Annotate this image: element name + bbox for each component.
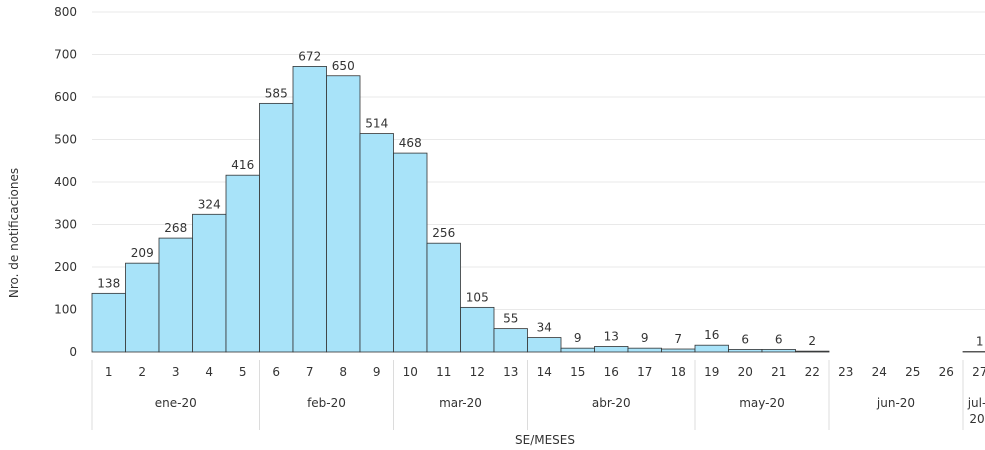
x-tick-label: 21 [771,365,786,379]
x-tick-label: 6 [272,365,280,379]
month-label: jul-20 [967,396,985,426]
bar [594,346,629,353]
data-label: 324 [198,197,221,211]
data-label: 105 [466,290,489,304]
x-tick-label: 11 [436,365,451,379]
bar [91,292,126,353]
bar [661,348,696,353]
x-tick-label: 16 [604,365,619,379]
data-label: 256 [432,226,455,240]
data-label: 9 [641,331,649,345]
x-tick-label: 10 [403,365,418,379]
data-label: 9 [574,331,582,345]
y-tick-label: 800 [54,5,77,19]
data-label: 7 [674,332,682,346]
x-tick-label: 19 [704,365,719,379]
y-axis-ticks: 0 100 200 300 400 500 600 700 800 [54,5,77,359]
x-tick-label: 14 [537,365,552,379]
y-axis-title: Nro. de notificaciones [7,168,21,298]
x-tick-label: 24 [872,365,887,379]
bar [359,133,394,353]
bar [627,347,662,353]
month-label: jun-20 [876,396,915,410]
bar [158,237,193,353]
y-tick-label: 500 [54,133,77,147]
data-label: 16 [704,328,719,342]
data-label: 672 [298,49,321,63]
bar [728,349,763,353]
bars: 1382092683244165856726505144682561055534… [91,49,985,353]
data-label: 416 [231,158,254,172]
data-label: 6 [775,332,783,346]
data-label: 13 [604,329,619,343]
x-tick-label: 20 [738,365,753,379]
x-tick-label: 8 [339,365,347,379]
data-label: 585 [265,86,288,100]
x-axis-month-groups: ene-20 feb-20 mar-20 abr-20 may-20 jun-20 jul-… [91,360,985,430]
bar [761,349,796,353]
x-tick-label: 25 [905,365,920,379]
data-label: 6 [741,332,749,346]
x-tick-label: 15 [570,365,585,379]
bar [259,102,294,353]
data-label: 34 [537,321,552,335]
month-label: feb-20 [307,396,346,410]
bar [694,344,729,353]
x-tick-label: 3 [172,365,180,379]
bar [125,262,160,353]
bar [527,337,562,353]
x-axis-categories: 1 2 3 4 5 6 7 8 9 10 11 12 13 14 15 16 17 18 19 20 21 22 23 24 2… [105,365,985,379]
data-label: 138 [97,276,120,290]
x-tick-label: 17 [637,365,652,379]
month-label: abr-20 [592,396,631,410]
data-label: 514 [365,117,388,131]
x-tick-label: 9 [373,365,381,379]
y-tick-label: 700 [54,48,77,62]
bar [393,152,428,353]
y-tick-label: 200 [54,260,77,274]
x-axis-title: SE/MESES [515,433,575,447]
x-tick-label: 1 [105,365,113,379]
y-tick-label: 0 [69,345,77,359]
x-tick-label: 27 [972,365,985,379]
x-tick-label: 7 [306,365,314,379]
data-label: 468 [399,136,422,150]
x-tick-label: 4 [205,365,213,379]
x-tick-label: 13 [503,365,518,379]
x-tick-label: 2 [138,365,146,379]
data-label: 268 [164,221,187,235]
bar [292,66,327,353]
y-tick-label: 300 [54,218,77,232]
data-label: 650 [332,59,355,73]
y-tick-label: 400 [54,175,77,189]
x-tick-label: 26 [939,365,954,379]
bar [326,75,361,353]
bar [560,347,595,353]
bar [426,242,461,353]
y-tick-label: 600 [54,90,77,104]
data-label: 2 [808,334,816,348]
data-label: 1 [976,335,984,349]
x-tick-label: 23 [838,365,853,379]
data-label: 55 [503,312,518,326]
x-tick-label: 5 [239,365,247,379]
x-tick-label: 22 [805,365,820,379]
bar [225,174,260,353]
bar [192,213,227,353]
x-tick-label: 18 [671,365,686,379]
month-label: may-20 [739,396,785,410]
x-tick-label: 12 [470,365,485,379]
data-label: 209 [131,246,154,260]
bar [460,306,495,353]
month-label: ene-20 [155,396,197,410]
y-tick-label: 100 [54,303,77,317]
bar [493,328,528,353]
month-label: mar-20 [439,396,482,410]
bar [795,350,830,353]
